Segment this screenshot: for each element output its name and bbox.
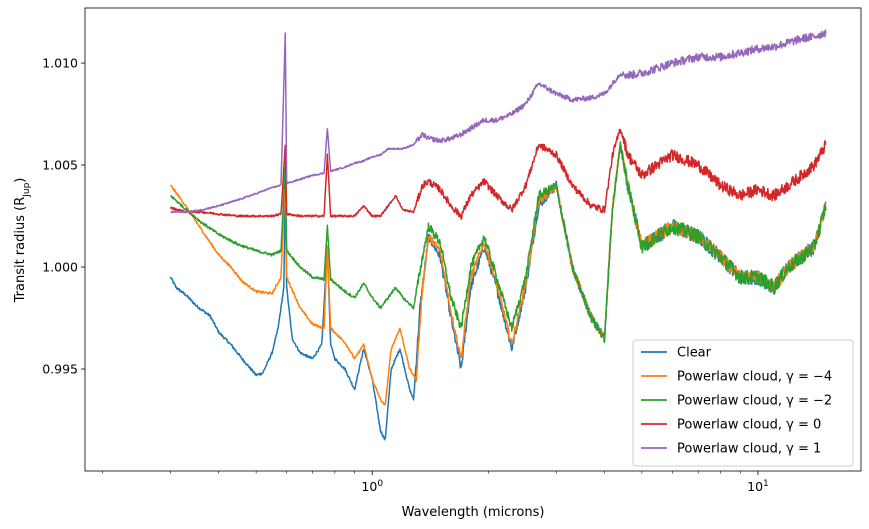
- series-layer: [169, 29, 827, 441]
- y-tick-label: 0.995: [42, 362, 78, 377]
- y-tick-label: 1.005: [42, 158, 78, 173]
- x-tick-label: 101: [747, 479, 769, 494]
- legend: Clear Powerlaw cloud, γ = −4 Powerlaw clou…: [632, 339, 854, 467]
- y-tick-label: 1.000: [42, 260, 78, 275]
- y-tick-label: 1.010: [42, 56, 78, 71]
- legend-entry-0: Clear: [677, 346, 712, 361]
- legend-entry-2: Powerlaw cloud, γ = −2: [677, 394, 832, 409]
- axis-ticks: 0.995 1.000 1.005 1.010 100 101: [42, 56, 769, 494]
- y-axis-label: Transit radius (RJup): [13, 178, 32, 304]
- legend-entry-4: Powerlaw cloud, γ = 1: [677, 442, 821, 457]
- legend-box: [632, 339, 854, 467]
- series-line-2: [170, 141, 827, 344]
- legend-entry-1: Powerlaw cloud, γ = −4: [677, 370, 832, 385]
- series-line-4: [170, 29, 827, 214]
- x-axis-label: Wavelength (microns): [402, 505, 545, 520]
- legend-entry-3: Powerlaw cloud, γ = 0: [677, 418, 821, 433]
- x-tick-label: 100: [361, 479, 383, 494]
- plot-frame: [84, 7, 862, 472]
- series-line-3: [169, 128, 827, 220]
